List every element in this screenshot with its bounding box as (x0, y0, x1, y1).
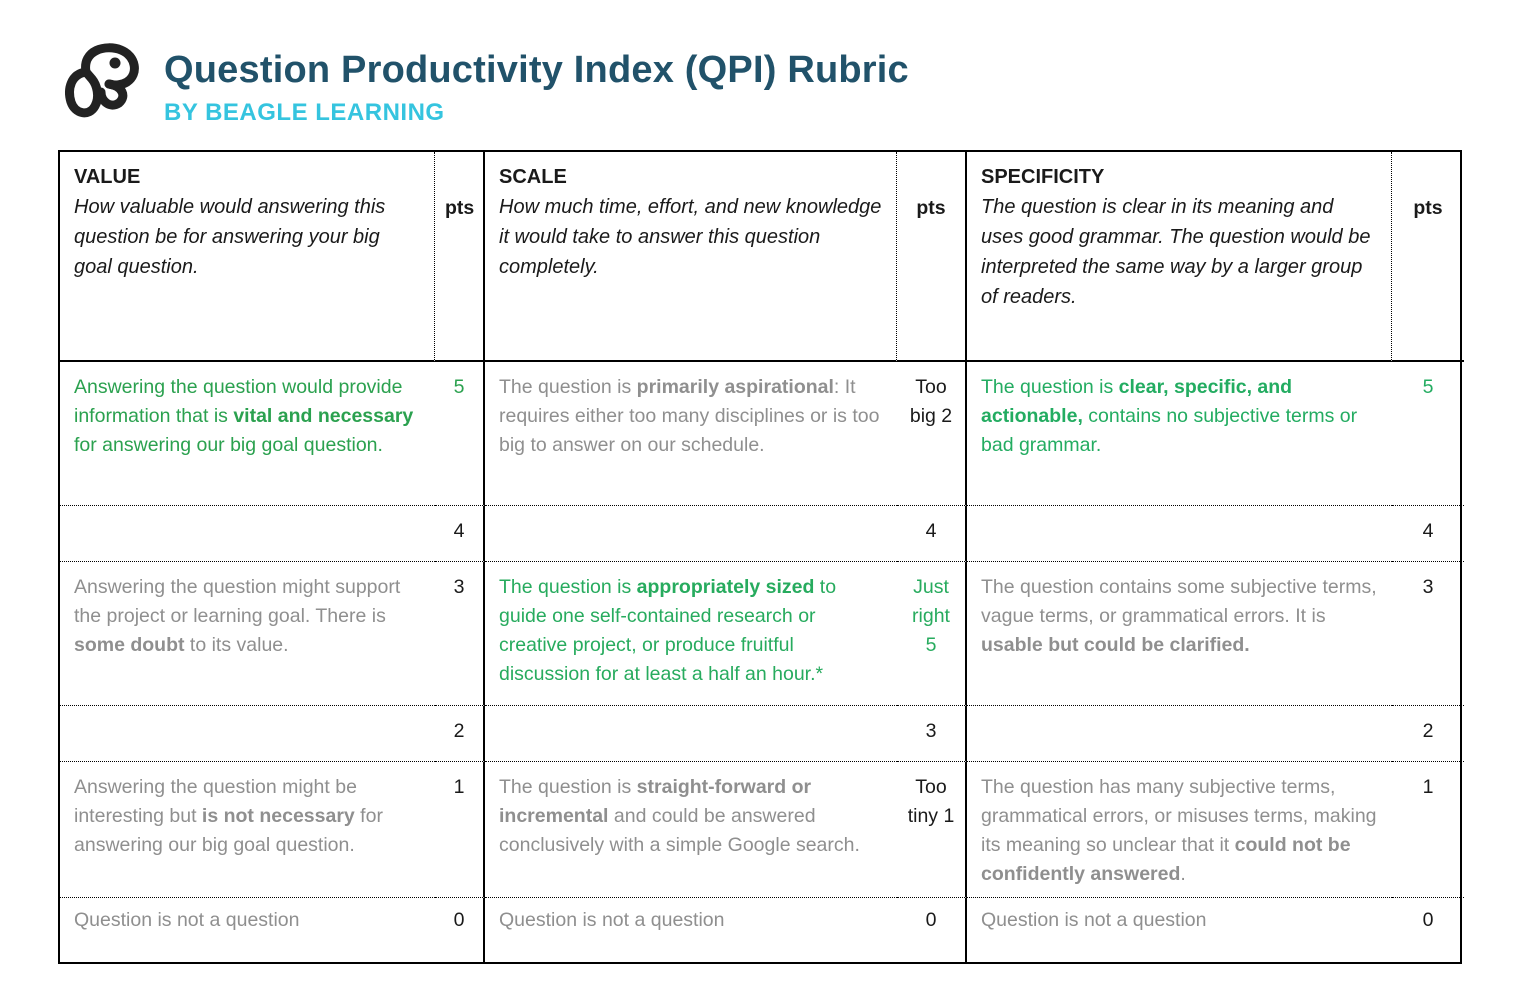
rubric-cell-pts: 2 (435, 706, 485, 762)
rubric-cell-pts: 3 (1392, 562, 1464, 706)
rubric-cell-desc: Answering the question might be interest… (60, 762, 435, 898)
pts-header: pts (435, 152, 485, 362)
rubric-cell-pts: 4 (435, 506, 485, 562)
rubric-cell-desc (967, 706, 1392, 762)
rubric-cell-desc: Question is not a question (981, 909, 1207, 931)
document-header: Question Productivity Index (QPI) Rubric… (52, 36, 909, 136)
column-header-specificity: SPECIFICITY The question is clear in its… (967, 152, 1392, 362)
rubric-cell-pts: 1 (435, 762, 485, 898)
rubric-cell-desc: The question contains some subjective te… (967, 562, 1392, 706)
rubric-cell-pts: 5 (1392, 362, 1464, 506)
rubric-cell-desc (485, 506, 897, 562)
rubric-cell-desc (60, 706, 435, 762)
rubric-cell-pts: 4 (897, 506, 967, 562)
rubric-cell-pts: Too tiny 1 (897, 762, 967, 898)
rubric-cell-desc (485, 706, 897, 762)
rubric-cell-pts: 4 (1392, 506, 1464, 562)
column-description: How much time, effort, and new knowledge… (499, 196, 882, 278)
rubric-table: VALUE How valuable would answering this … (58, 150, 1464, 964)
rubric-cell-desc (967, 506, 1392, 562)
title-block: Question Productivity Index (QPI) Rubric… (164, 36, 909, 127)
rubric-cell-pts: 0 (897, 898, 967, 962)
rubric-cell-desc: Question is not a question (74, 909, 300, 931)
rubric-cell-desc: Question is not a question (499, 909, 725, 931)
column-header-scale: SCALE How much time, effort, and new kno… (485, 152, 897, 362)
rubric-cell-desc: The question is appropriately sized to g… (485, 562, 897, 706)
beagle-logo-icon (65, 43, 139, 118)
rubric-cell-desc: The question has many subjective terms, … (967, 762, 1392, 898)
rubric-cell-pts: 2 (1392, 706, 1464, 762)
rubric-cell-pts: Just right 5 (897, 562, 967, 706)
rubric-cell-pts: 5 (435, 362, 485, 506)
column-title: SPECIFICITY (981, 166, 1105, 188)
rubric-cell-desc: Answering the question might support the… (60, 562, 435, 706)
column-title: VALUE (74, 166, 141, 188)
rubric-cell-pts: 3 (435, 562, 485, 706)
rubric-cell-desc: The question is straight-forward or incr… (485, 762, 897, 898)
column-header-value: VALUE How valuable would answering this … (60, 152, 435, 362)
rubric-cell-pts: 3 (897, 706, 967, 762)
rubric-cell-desc: The question is primarily aspirational: … (485, 362, 897, 506)
rubric-cell-pts: 0 (435, 898, 485, 962)
brand-subtitle: BY BEAGLE LEARNING (164, 98, 445, 126)
rubric-cell-desc (60, 506, 435, 562)
rubric-cell-pts: Too big 2 (897, 362, 967, 506)
column-description: How valuable would answering this questi… (74, 196, 386, 278)
rubric-cell-pts: 1 (1392, 762, 1464, 898)
pts-header: pts (1392, 152, 1464, 362)
pts-header: pts (897, 152, 967, 362)
column-title: SCALE (499, 166, 567, 188)
rubric-cell-desc: The question is clear, specific, and act… (967, 362, 1392, 506)
page-title: Question Productivity Index (QPI) Rubric (164, 49, 909, 91)
rubric-cell-pts: 0 (1422, 909, 1434, 931)
column-description: The question is clear in its meaning and… (981, 196, 1371, 308)
rubric-cell-desc: Answering the question would provide inf… (60, 362, 435, 506)
